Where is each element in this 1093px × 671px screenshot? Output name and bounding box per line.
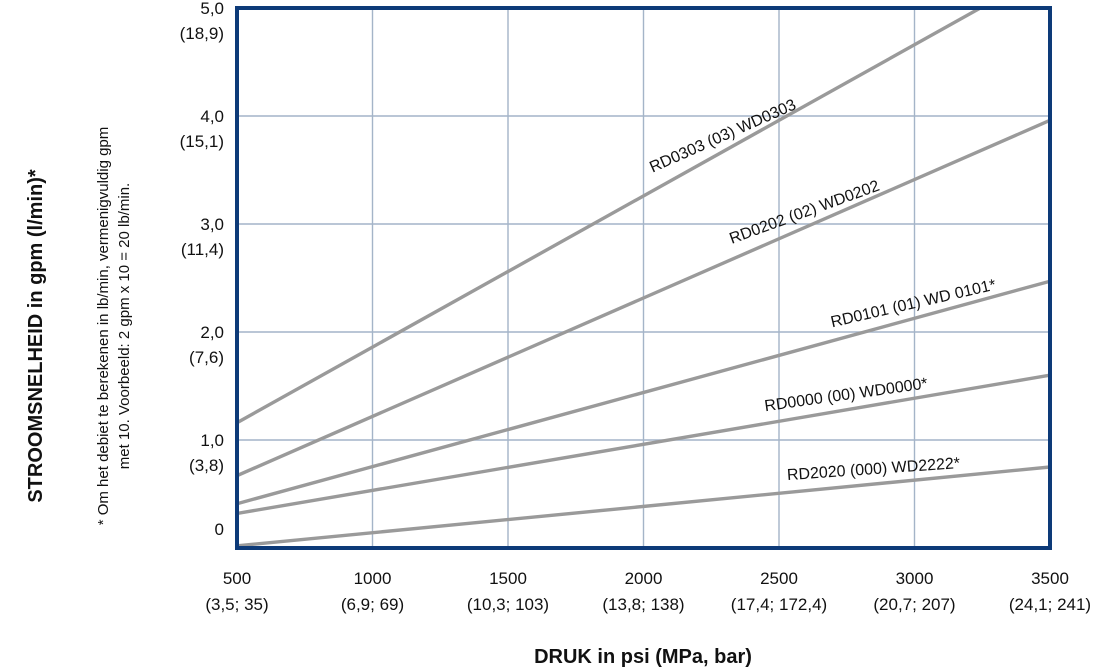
y-tick-label: 2,0 — [200, 323, 224, 342]
y-tick-label: 5,0 — [200, 0, 224, 18]
x-tick-label: 1500 — [489, 569, 527, 588]
x-tick-label: 500 — [223, 569, 251, 588]
series-label-1: RD0303 (03) WD0303 — [647, 96, 799, 176]
plot-frame — [235, 6, 1052, 550]
y-tick-labels: 0 1,0 (3,8) 2,0 (7,6) 3,0 (11,4) 4,0 (15,1) 5,0 (1… — [180, 0, 224, 539]
y-tick-label: 4,0 — [200, 107, 224, 126]
x-tick-sublabel: (6,9; 69) — [341, 595, 404, 614]
series-line-5 — [237, 465, 1050, 548]
x-tick-label: 1000 — [354, 569, 392, 588]
footnote-line-2: met 10. Voorbeeld: 2 gpm x 10 = 20 lb/mi… — [116, 183, 133, 469]
x-tick-sublabel: (10,3; 103) — [467, 595, 549, 614]
x-tick-labels: 500 (3,5; 35) 1000 (6,9; 69) 1500 (10,3; 103)… — [205, 569, 1091, 614]
x-axis-title: DRUK in psi (MPa, bar) — [534, 646, 752, 668]
series-line-1 — [237, 8, 984, 425]
x-tick-sublabel: (24,1; 241) — [1009, 595, 1091, 614]
x-tick-label: 2000 — [625, 569, 663, 588]
x-tick-label: 3500 — [1031, 569, 1069, 588]
y-tick-label: 1,0 — [200, 431, 224, 450]
series-line-3 — [237, 279, 1050, 506]
series-line-2 — [237, 118, 1050, 478]
y-tick-sublabel: (15,1) — [180, 132, 224, 151]
x-tick-sublabel: (3,5; 35) — [205, 595, 268, 614]
y-tick-sublabel: (11,4) — [181, 240, 224, 259]
y-tick-sublabel: (3,8) — [189, 456, 224, 475]
y-tick-sublabel: (18,9) — [180, 24, 224, 43]
y-axis-title: STROOMSNELHEID in gpm (l/min)* — [25, 169, 47, 503]
x-tick-sublabel: (20,7; 207) — [873, 595, 955, 614]
y-tick-label: 0 — [215, 520, 224, 539]
x-tick-label: 3000 — [896, 569, 934, 588]
y-tick-sublabel: (7,6) — [189, 348, 224, 367]
footnote-line-1: * Om het debiet te berekenen in lb/min, … — [95, 127, 112, 526]
series-line-4 — [237, 373, 1050, 516]
x-tick-label: 2500 — [760, 569, 798, 588]
series-label-2: RD0202 (02) WD0202 — [727, 178, 882, 248]
x-tick-sublabel: (13,8; 138) — [602, 595, 684, 614]
series-lines — [237, 8, 1050, 548]
gridlines — [237, 8, 1050, 548]
y-tick-label: 3,0 — [200, 215, 224, 234]
x-tick-sublabel: (17,4; 172,4) — [731, 595, 827, 614]
